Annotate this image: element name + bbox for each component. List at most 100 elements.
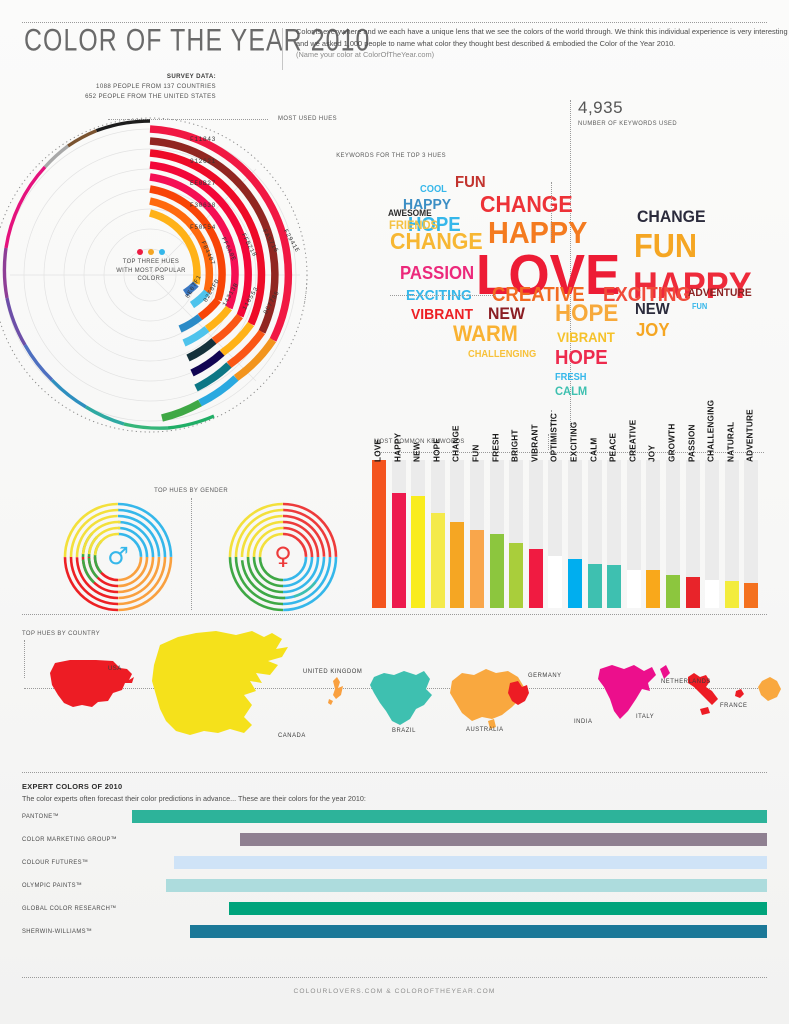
cloud-word-fun-4: FUN: [634, 227, 698, 264]
dot-hue-1: [137, 249, 143, 255]
bignumber-divider: [570, 100, 571, 430]
bar-fill: [372, 460, 386, 608]
cloud-word-hope-15: HOPE: [555, 300, 619, 327]
cloud-word-exciting-8: EXCITING: [603, 284, 691, 306]
expert-label: OLYMPIC PAINTS™: [22, 882, 83, 889]
keyword-word-cloud: LOVE HAPPY HAPPY CHANGE FUN CHANGE CHANGE CREAT…: [388, 175, 786, 430]
gender-svg: ♂: [63, 502, 338, 612]
map-label-brazil: BRAZIL: [392, 727, 416, 734]
bar-track: [666, 460, 680, 608]
bar-fill: [470, 529, 484, 608]
bar-label: BRIGHT: [510, 429, 520, 462]
map-usa: [50, 660, 134, 707]
map-label-india: INDIA: [574, 718, 593, 725]
bar-label: PEACE: [608, 432, 618, 462]
expert-row: COLOR MARKETING GROUP™: [22, 832, 767, 849]
cloud-word-fun-27: FUN: [455, 174, 486, 191]
bar-track: [705, 460, 720, 608]
expert-color-bar: [132, 810, 767, 823]
male-symbol: ♂: [107, 542, 129, 570]
bar-fill: [744, 582, 759, 608]
expert-row: OLYMPIC PAINTS™: [22, 878, 767, 895]
bars-top-rule: [374, 452, 764, 453]
cloud-word-friends-29: FRIENDS: [389, 218, 438, 232]
cloud-word-change-5: CHANGE: [637, 207, 706, 226]
expert-row: PANTONE™: [22, 809, 767, 826]
map-label-usa: USA: [108, 665, 122, 672]
cloud-word-vibrant-11: VIBRANT: [411, 306, 474, 323]
most-used-hues-leader: [108, 119, 268, 120]
keyword-count-label: NUMBER OF KEYWORDS USED: [578, 120, 678, 127]
male-chart: ♂: [63, 502, 173, 612]
bar-label: JOY: [647, 445, 657, 462]
bar-label: LOVE: [373, 438, 383, 462]
hue-arcs: [148, 125, 293, 422]
map-divider: [22, 614, 767, 615]
bar-label: CHANGE: [451, 425, 461, 462]
top-three-label-line1: TOP THREE HUES: [122, 258, 180, 265]
bar-track: [724, 460, 739, 608]
cloud-word-happy-2: HAPPY: [488, 215, 588, 250]
dot-hue-3: [159, 249, 165, 255]
top-divider: [22, 22, 767, 23]
caption-keywords-top3: KEYWORDS FOR THE TOP 3 HUES: [336, 152, 446, 159]
cloud-word-new-12: NEW: [488, 304, 525, 323]
top-three-dots: [103, 249, 199, 255]
bar-fill: [411, 495, 426, 608]
hex-label-912621: 912621: [190, 158, 216, 165]
cloud-word-warm-13: WARM: [453, 321, 518, 346]
map-canada: [152, 631, 288, 735]
map-label-netherlands: NETHERLANDS: [661, 678, 711, 685]
hex-label-EE0B27: EE0B27: [190, 180, 216, 187]
footer: COLOURLOVERS.COM & COLOROFTHEYEAR.COM: [293, 988, 496, 995]
expert-color-bar: [229, 902, 767, 915]
bar-label: ADVENTURE: [745, 409, 755, 462]
intro-paragraph: Color is everywhere and we each have a u…: [296, 27, 788, 48]
expert-label: SHERWIN-WILLIAMS™: [22, 928, 93, 935]
footer-divider: [22, 977, 767, 978]
bar-fill: [548, 556, 563, 608]
expert-color-bar: [174, 856, 767, 869]
map-label-germany: GERMANY: [528, 672, 562, 679]
cloud-word-love-0: LOVE: [476, 243, 621, 307]
cloud-word-awesome-28: AWESOME: [388, 208, 432, 218]
radial-hue-chart: F11843 912621 EE0B27 F30638 F50F54 F2941…: [0, 100, 370, 460]
cloud-word-new-20: NEW: [635, 301, 670, 318]
map-germany: [508, 681, 529, 705]
bar-label: FUN: [471, 444, 481, 462]
expert-color-bar: [240, 833, 767, 846]
bar-label: FRESH: [491, 433, 501, 462]
bar-fill: [626, 569, 641, 608]
bar-fill: [666, 575, 680, 608]
bar-label: EXCITING: [569, 421, 579, 462]
bar-label: NEW: [412, 442, 422, 462]
bar-fill: [509, 542, 524, 608]
map-brazil: [370, 671, 432, 725]
gender-divider: [191, 498, 192, 610]
cloud-word-challenging-14: CHALLENGING: [468, 349, 537, 360]
caption-top-hues-country: TOP HUES BY COUNTRY: [22, 630, 101, 637]
bar-fill: [391, 492, 406, 608]
expert-heading: EXPERT COLORS OF 2010: [22, 782, 123, 791]
bar-label: CALM: [589, 437, 599, 462]
most-common-keywords-chart: LOVE HAPPY NEW HOPE CHANGE FUN FRESH BRIGHT VIBR…: [372, 400, 774, 608]
bar-fill: [489, 534, 504, 608]
cloud-word-fresh-18: FRESH: [555, 372, 587, 383]
cloud-word-vibrant-16: VIBRANT: [557, 329, 615, 345]
cloud-word-cool-26: COOL: [420, 184, 447, 195]
cloud-word-happy-25: HAPPY: [403, 196, 452, 213]
top-three-label-line2: WITH MOST POPULAR COLORS: [116, 266, 186, 283]
map-uk: [328, 677, 343, 705]
intro-text: Color is everywhere and we each have a u…: [296, 26, 789, 61]
survey-line-2: 652 PEOPLE FROM THE UNITED STATES: [85, 93, 216, 100]
header: COLOR OF THE YEAR 2010 Color is everywhe…: [24, 22, 788, 70]
bar-fill: [705, 579, 720, 608]
survey-data: SURVEY DATA: 1088 PEOPLE FROM 137 COUNTR…: [56, 72, 216, 102]
bar-fill: [646, 569, 661, 608]
map-france: [758, 677, 781, 701]
map-label-canada: CANADA: [278, 732, 306, 739]
bars-tick: [548, 434, 549, 450]
radial-chart-svg: [0, 117, 308, 433]
map-label-united-kingdom: UNITED KINGDOM: [303, 668, 363, 675]
